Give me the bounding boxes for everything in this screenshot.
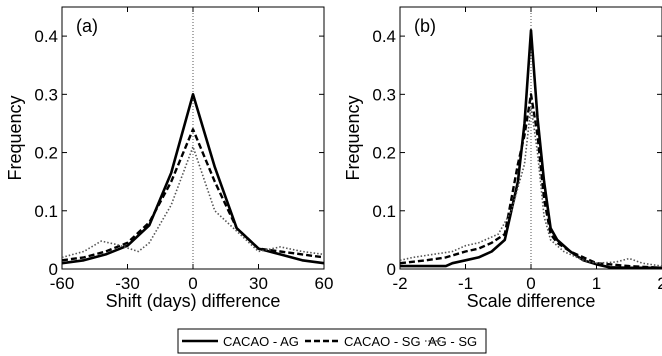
series-lines bbox=[61, 93, 325, 265]
series-line-dotted bbox=[61, 145, 325, 259]
series-line-dashed bbox=[61, 128, 325, 262]
x-tick-label: -1 bbox=[458, 274, 473, 293]
x-tick-label: 0 bbox=[188, 274, 197, 293]
axis-ticks: -2 -1 0 1 2 0 0.1 0.2 0.3 0.4 bbox=[372, 7, 662, 293]
y-tick-label: 0.2 bbox=[372, 144, 396, 163]
legend-label: CACAO - SG bbox=[344, 334, 421, 349]
legend-label: AG - SG bbox=[428, 334, 477, 349]
y-tick-label: 0.4 bbox=[34, 27, 58, 46]
series-line-dotted bbox=[399, 105, 662, 267]
x-tick-label: 2 bbox=[657, 274, 662, 293]
x-tick-label: -30 bbox=[115, 274, 140, 293]
panel-label: (b) bbox=[414, 16, 436, 36]
y-tick-label: 0.3 bbox=[372, 85, 396, 104]
y-axis-label: Frequency bbox=[5, 95, 25, 180]
legend-label: CACAO - AG bbox=[223, 334, 299, 349]
x-tick-label: 30 bbox=[249, 274, 268, 293]
y-tick-label: 0.1 bbox=[372, 202, 396, 221]
legend: CACAO - AG CACAO - SG AG - SG bbox=[177, 328, 487, 354]
axis-ticks: -60 -30 0 30 60 0 0.1 0.2 0.3 0.4 bbox=[34, 7, 333, 293]
x-tick-label: -60 bbox=[50, 274, 75, 293]
y-tick-label: 0.3 bbox=[34, 85, 58, 104]
x-axis-label: Shift (days) difference bbox=[106, 291, 281, 311]
y-tick-label: 0 bbox=[387, 260, 396, 279]
x-tick-label: 0 bbox=[526, 274, 535, 293]
series-line-dashed bbox=[399, 93, 662, 269]
series-line-solid bbox=[61, 93, 325, 265]
series-line-solid bbox=[400, 29, 662, 270]
y-axis-label: Frequency bbox=[343, 95, 363, 180]
x-tick-label: 1 bbox=[592, 274, 601, 293]
series-lines bbox=[399, 29, 662, 270]
panel-b: -2 -1 0 1 2 0 0.1 0.2 0.3 0.4 (b) Scale differenc… bbox=[343, 6, 662, 311]
y-tick-label: 0.1 bbox=[34, 202, 58, 221]
y-tick-label: 0 bbox=[49, 260, 58, 279]
y-tick-label: 0.4 bbox=[372, 27, 396, 46]
panel-a: -60 -30 0 30 60 0 0.1 0.2 0.3 0.4 (a) Shift (days… bbox=[5, 6, 333, 311]
x-axis-label: Scale difference bbox=[467, 291, 596, 311]
x-tick-label: -2 bbox=[392, 274, 407, 293]
panel-label: (a) bbox=[76, 16, 98, 36]
y-tick-label: 0.2 bbox=[34, 144, 58, 163]
x-tick-label: 60 bbox=[315, 274, 334, 293]
